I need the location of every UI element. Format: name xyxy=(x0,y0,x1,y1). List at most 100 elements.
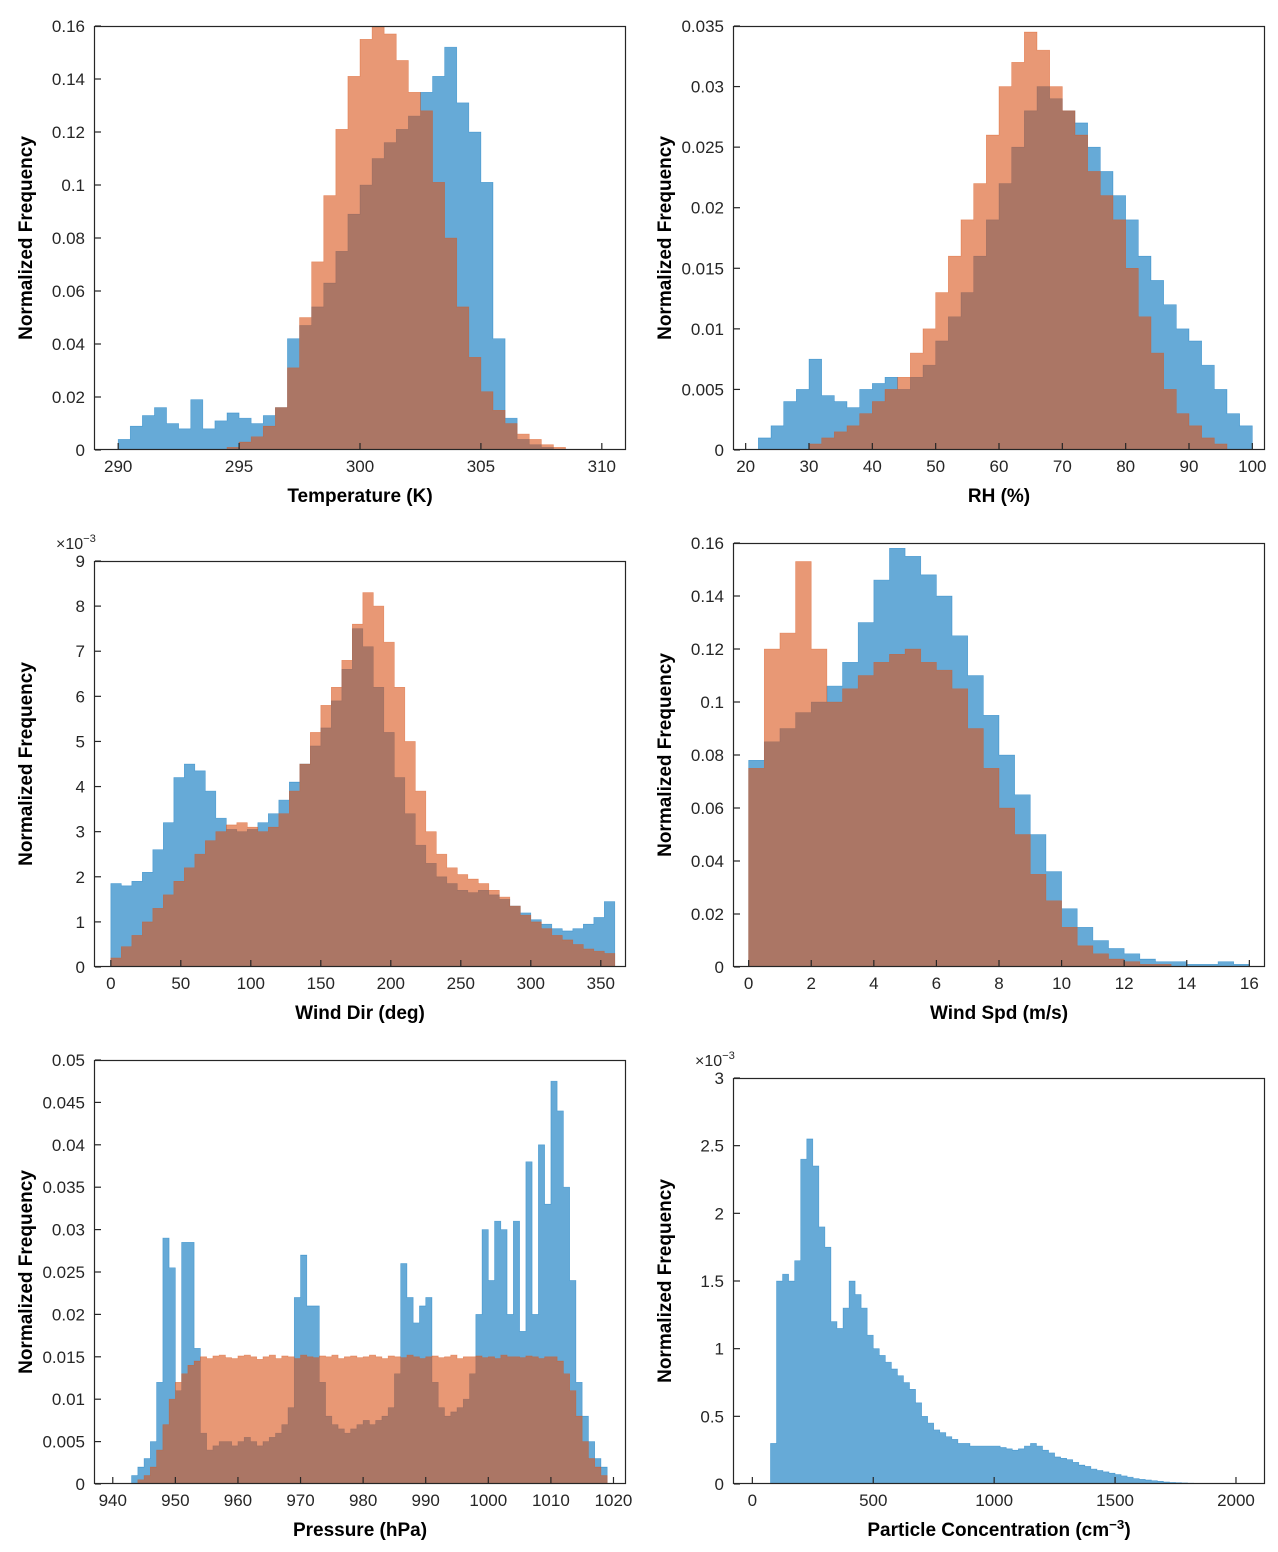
x-tick-label: 2 xyxy=(807,974,816,993)
x-tick-label: 0 xyxy=(106,974,115,993)
y-tick-label: 0.025 xyxy=(681,138,724,157)
y-tick-label: 0.02 xyxy=(52,388,85,407)
y-tick-label: 0.025 xyxy=(42,1263,85,1282)
y-tick-label: 2.5 xyxy=(700,1137,724,1156)
y-tick-label: 9 xyxy=(76,552,85,571)
y-tick-label: 0.1 xyxy=(700,693,724,712)
x-tick-label: 12 xyxy=(1115,974,1134,993)
x-tick-label: 1010 xyxy=(532,1491,570,1510)
y-tick-label: 0.01 xyxy=(52,1390,85,1409)
axes-box xyxy=(732,1077,1266,1485)
x-tick-label: 100 xyxy=(237,974,265,993)
x-tick-label: 14 xyxy=(1177,974,1196,993)
x-tick-label: 4 xyxy=(869,974,878,993)
y-tick-label: 0.16 xyxy=(52,17,85,36)
x-tick-label: 990 xyxy=(412,1491,440,1510)
y-tick-label: 0.005 xyxy=(42,1433,85,1452)
y-tick-label: 0.12 xyxy=(691,640,724,659)
histogram-temperature: 290 295 300 305 310 0 0.02 0.04 0.06 0.08 0.1 0.12 0… xyxy=(0,0,639,517)
wind-dir-chart-svg: 0 50 100 150 200 250 300 350 0 1 2 3 4 5 6 7 8 9 Wind Dir … xyxy=(16,533,627,1024)
x-tick-label: 305 xyxy=(467,457,495,476)
y-tick-label: 1 xyxy=(715,1340,724,1359)
histogram-wind-dir: 0 50 100 150 200 250 300 350 0 1 2 3 4 5 6 7 8 9 Wind Dir … xyxy=(0,517,639,1034)
y-tick-label: 0.08 xyxy=(691,746,724,765)
x-tick-label: 50 xyxy=(926,457,945,476)
y-tick-label: 0 xyxy=(76,441,85,460)
x-tick-label: 300 xyxy=(346,457,374,476)
y-exponent-label: ×10−3 xyxy=(56,533,96,553)
y-tick-label: 2 xyxy=(76,868,85,887)
y-tick-label: 5 xyxy=(76,732,85,751)
particle-concentration-chart-svg: 0 500 1000 1500 2000 0 0.5 1 1.5 2 2.5 3 Particle Co… xyxy=(655,1050,1266,1541)
axes-box xyxy=(93,1059,627,1485)
y-axis-label: Normalized Frequency xyxy=(655,136,676,340)
x-tick-label: 0 xyxy=(748,1491,757,1510)
y-tick-label: 0.03 xyxy=(52,1221,85,1240)
y-tick-label: 0.14 xyxy=(52,70,85,89)
x-axis-label: RH (%) xyxy=(968,486,1030,507)
series-orange xyxy=(808,31,1228,450)
x-tick-label: 1500 xyxy=(1096,1491,1134,1510)
x-tick-label: 1020 xyxy=(595,1491,633,1510)
x-tick-label: 6 xyxy=(932,974,941,993)
x-tick-label: 350 xyxy=(587,974,615,993)
y-axis-label: Normalized Frequency xyxy=(655,653,676,857)
pressure-chart-svg: 940 950 960 970 980 990 1000 1010 1020 0 0.005 0.01… xyxy=(16,1051,633,1541)
y-tick-label: 0.04 xyxy=(691,852,724,871)
x-tick-label: 150 xyxy=(307,974,335,993)
x-tick-label: 20 xyxy=(736,457,755,476)
y-tick-label: 0.02 xyxy=(691,199,724,218)
x-tick-label: 290 xyxy=(104,457,132,476)
wind-spd-chart-svg: 0 2 4 6 8 10 12 14 16 0 0.02 0.04 0.06 0.08 0.1 0.12 0.1… xyxy=(655,534,1266,1024)
y-tick-label: 0 xyxy=(715,441,724,460)
x-tick-label: 30 xyxy=(800,457,819,476)
y-tick-label: 0 xyxy=(715,958,724,977)
histogram-pressure: 940 950 960 970 980 990 1000 1010 1020 0 0.005 0.01… xyxy=(0,1034,639,1552)
x-tick-label: 980 xyxy=(349,1491,377,1510)
x-tick-label: 100 xyxy=(1238,457,1266,476)
x-tick-label: 940 xyxy=(99,1491,127,1510)
y-tick-label: 0.1 xyxy=(61,176,85,195)
y-tick-label: 0.06 xyxy=(52,282,85,301)
x-axis-label: Pressure (hPa) xyxy=(293,1520,427,1541)
y-axis-label: Normalized Frequency xyxy=(16,136,37,340)
y-tick-label: 2 xyxy=(715,1204,724,1223)
x-tick-label: 250 xyxy=(447,974,475,993)
x-tick-label: 200 xyxy=(377,974,405,993)
x-tick-label: 310 xyxy=(588,457,616,476)
axes-box xyxy=(93,560,627,968)
y-exponent-label: ×10−3 xyxy=(695,1050,735,1070)
y-tick-label: 1.5 xyxy=(700,1272,724,1291)
y-tick-label: 0.05 xyxy=(52,1051,85,1070)
y-tick-label: 0.035 xyxy=(681,17,724,36)
x-tick-label: 970 xyxy=(286,1491,314,1510)
x-tick-label: 950 xyxy=(161,1491,189,1510)
x-tick-label: 0 xyxy=(744,974,753,993)
y-axis-label: Normalized Frequency xyxy=(655,1179,676,1383)
y-tick-label: 0 xyxy=(76,958,85,977)
y-tick-label: 3 xyxy=(715,1069,724,1088)
y-axis-label: Normalized Frequency xyxy=(16,662,37,866)
y-tick-label: 4 xyxy=(76,778,85,797)
x-tick-label: 40 xyxy=(863,457,882,476)
x-axis-label: Wind Dir (deg) xyxy=(295,1003,425,1024)
y-tick-label: 0.12 xyxy=(52,123,85,142)
x-tick-label: 300 xyxy=(517,974,545,993)
axes-box xyxy=(732,542,1266,968)
y-tick-label: 0.015 xyxy=(42,1348,85,1367)
x-tick-label: 60 xyxy=(990,457,1009,476)
temperature-chart-svg: 290 295 300 305 310 0 0.02 0.04 0.06 0.08 0.1 0.12 0… xyxy=(16,17,627,507)
y-tick-label: 0.01 xyxy=(691,320,724,339)
series-orange xyxy=(748,561,1172,967)
y-tick-label: 0.16 xyxy=(691,534,724,553)
series-blue xyxy=(752,1138,1237,1484)
x-tick-label: 50 xyxy=(171,974,190,993)
y-tick-label: 0.08 xyxy=(52,229,85,248)
y-tick-label: 0.02 xyxy=(52,1305,85,1324)
x-tick-label: 70 xyxy=(1053,457,1072,476)
y-tick-label: 0.5 xyxy=(700,1407,724,1426)
y-tick-label: 3 xyxy=(76,823,85,842)
y-tick-label: 7 xyxy=(76,642,85,661)
y-tick-label: 0.14 xyxy=(691,587,724,606)
